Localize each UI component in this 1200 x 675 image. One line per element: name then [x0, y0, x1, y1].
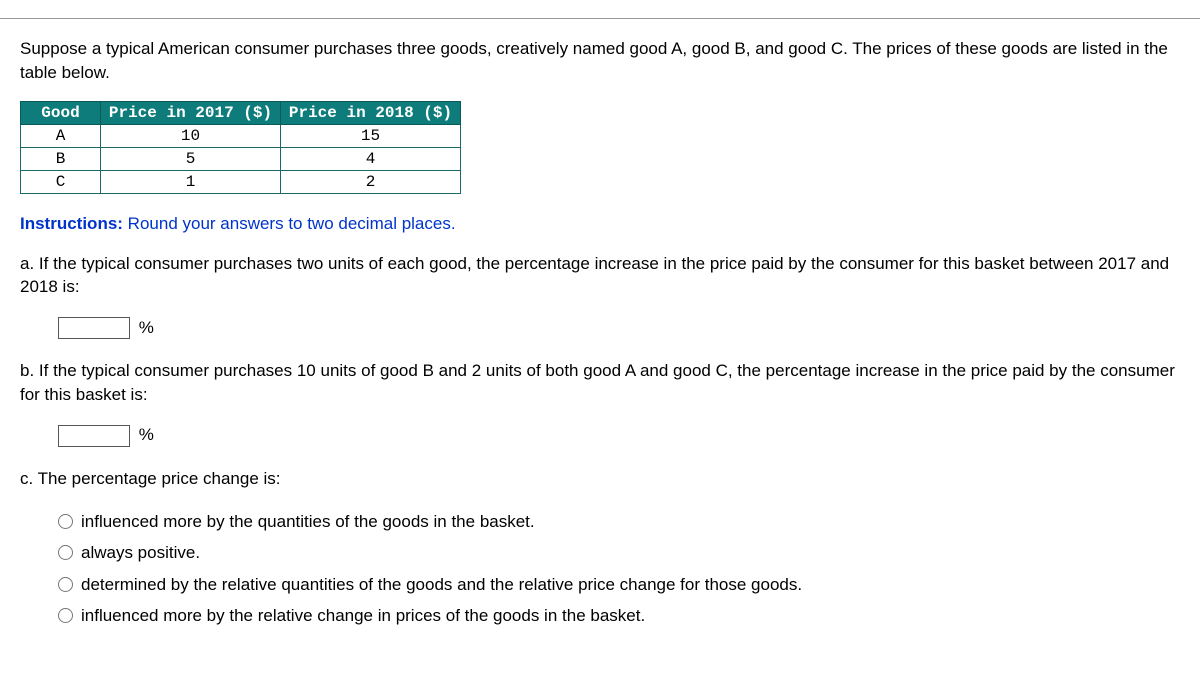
option-row[interactable]: influenced more by the relative change i…	[58, 603, 1180, 629]
answer-input-b[interactable]	[58, 425, 130, 447]
col-header-good: Good	[21, 101, 101, 124]
percent-label: %	[139, 425, 154, 444]
percent-label: %	[139, 318, 154, 337]
option-radio[interactable]	[58, 514, 73, 529]
cell-2018: 2	[281, 170, 461, 193]
instructions-line: Instructions: Round your answers to two …	[20, 214, 1180, 234]
cell-good: C	[21, 170, 101, 193]
option-label: always positive.	[81, 540, 200, 566]
option-row[interactable]: always positive.	[58, 540, 1180, 566]
cell-2018: 4	[281, 147, 461, 170]
option-radio[interactable]	[58, 545, 73, 560]
answer-input-a[interactable]	[58, 317, 130, 339]
option-radio[interactable]	[58, 608, 73, 623]
option-list: influenced more by the quantities of the…	[58, 509, 1180, 629]
table-row: B 5 4	[21, 147, 461, 170]
col-header-2018: Price in 2018 ($)	[281, 101, 461, 124]
option-radio[interactable]	[58, 577, 73, 592]
col-header-2017: Price in 2017 ($)	[101, 101, 281, 124]
exercise-content: Suppose a typical American consumer purc…	[0, 19, 1200, 655]
instructions-text: Round your answers to two decimal places…	[123, 214, 456, 233]
option-label: influenced more by the quantities of the…	[81, 509, 535, 535]
cell-good: A	[21, 124, 101, 147]
question-b: b. If the typical consumer purchases 10 …	[20, 359, 1180, 407]
question-c: c. The percentage price change is:	[20, 467, 1180, 491]
question-a: a. If the typical consumer purchases two…	[20, 252, 1180, 300]
intro-paragraph: Suppose a typical American consumer purc…	[20, 37, 1180, 85]
option-label: influenced more by the relative change i…	[81, 603, 645, 629]
cell-2017: 5	[101, 147, 281, 170]
cell-good: B	[21, 147, 101, 170]
cell-2018: 15	[281, 124, 461, 147]
option-row[interactable]: influenced more by the quantities of the…	[58, 509, 1180, 535]
price-table: Good Price in 2017 ($) Price in 2018 ($)…	[20, 101, 461, 194]
instructions-label: Instructions:	[20, 214, 123, 233]
option-label: determined by the relative quantities of…	[81, 572, 802, 598]
cell-2017: 10	[101, 124, 281, 147]
table-row: C 1 2	[21, 170, 461, 193]
table-row: A 10 15	[21, 124, 461, 147]
option-row[interactable]: determined by the relative quantities of…	[58, 572, 1180, 598]
answer-row-a: %	[58, 317, 1180, 339]
answer-row-b: %	[58, 425, 1180, 447]
table-header-row: Good Price in 2017 ($) Price in 2018 ($)	[21, 101, 461, 124]
cell-2017: 1	[101, 170, 281, 193]
